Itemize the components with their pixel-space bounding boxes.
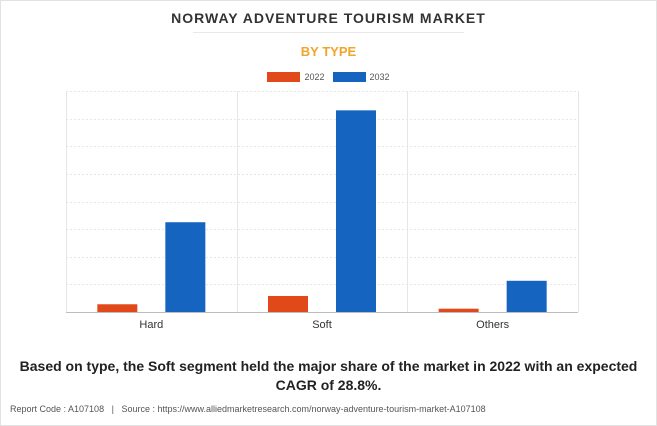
chart-gridlines xyxy=(66,91,579,313)
legend-swatch-2022 xyxy=(267,72,301,82)
source-link[interactable]: Source : https://www.alliedmarketresearc… xyxy=(121,404,486,414)
x-axis-labels: Hard Soft Others xyxy=(139,319,509,331)
x-tick-label: Soft xyxy=(312,319,332,331)
legend-item-2022[interactable]: 2022 xyxy=(267,72,325,82)
footer-separator: | xyxy=(111,404,114,414)
legend-item-2032[interactable]: 2032 xyxy=(332,72,390,82)
chart-summary: Based on type, the Soft segment held the… xyxy=(19,358,638,393)
chart-subtitle: BY TYPE xyxy=(300,44,357,59)
legend-label-2032: 2032 xyxy=(369,72,390,82)
chart-legend: 2022 2032 xyxy=(0,72,657,82)
legend-label-2022: 2022 xyxy=(304,72,325,82)
chart-bars xyxy=(97,110,547,313)
chart-title: NORWAY ADVENTURE TOURISM MARKET xyxy=(171,10,486,26)
bar-soft-2022[interactable] xyxy=(268,295,308,312)
bar-others-2022[interactable] xyxy=(438,308,479,312)
bar-others-2032[interactable] xyxy=(506,280,547,312)
x-tick-label: Others xyxy=(476,319,510,331)
x-tick-label: Hard xyxy=(139,319,163,331)
report-code: Report Code : A107108 xyxy=(10,404,105,414)
title-divider xyxy=(193,32,464,33)
footer: Report Code : A107108 | Source : https:/… xyxy=(10,404,486,414)
bar-hard-2032[interactable] xyxy=(165,222,206,312)
legend-swatch-2032 xyxy=(332,72,366,82)
bar-hard-2022[interactable] xyxy=(97,304,138,312)
bar-soft-2032[interactable] xyxy=(336,110,376,313)
